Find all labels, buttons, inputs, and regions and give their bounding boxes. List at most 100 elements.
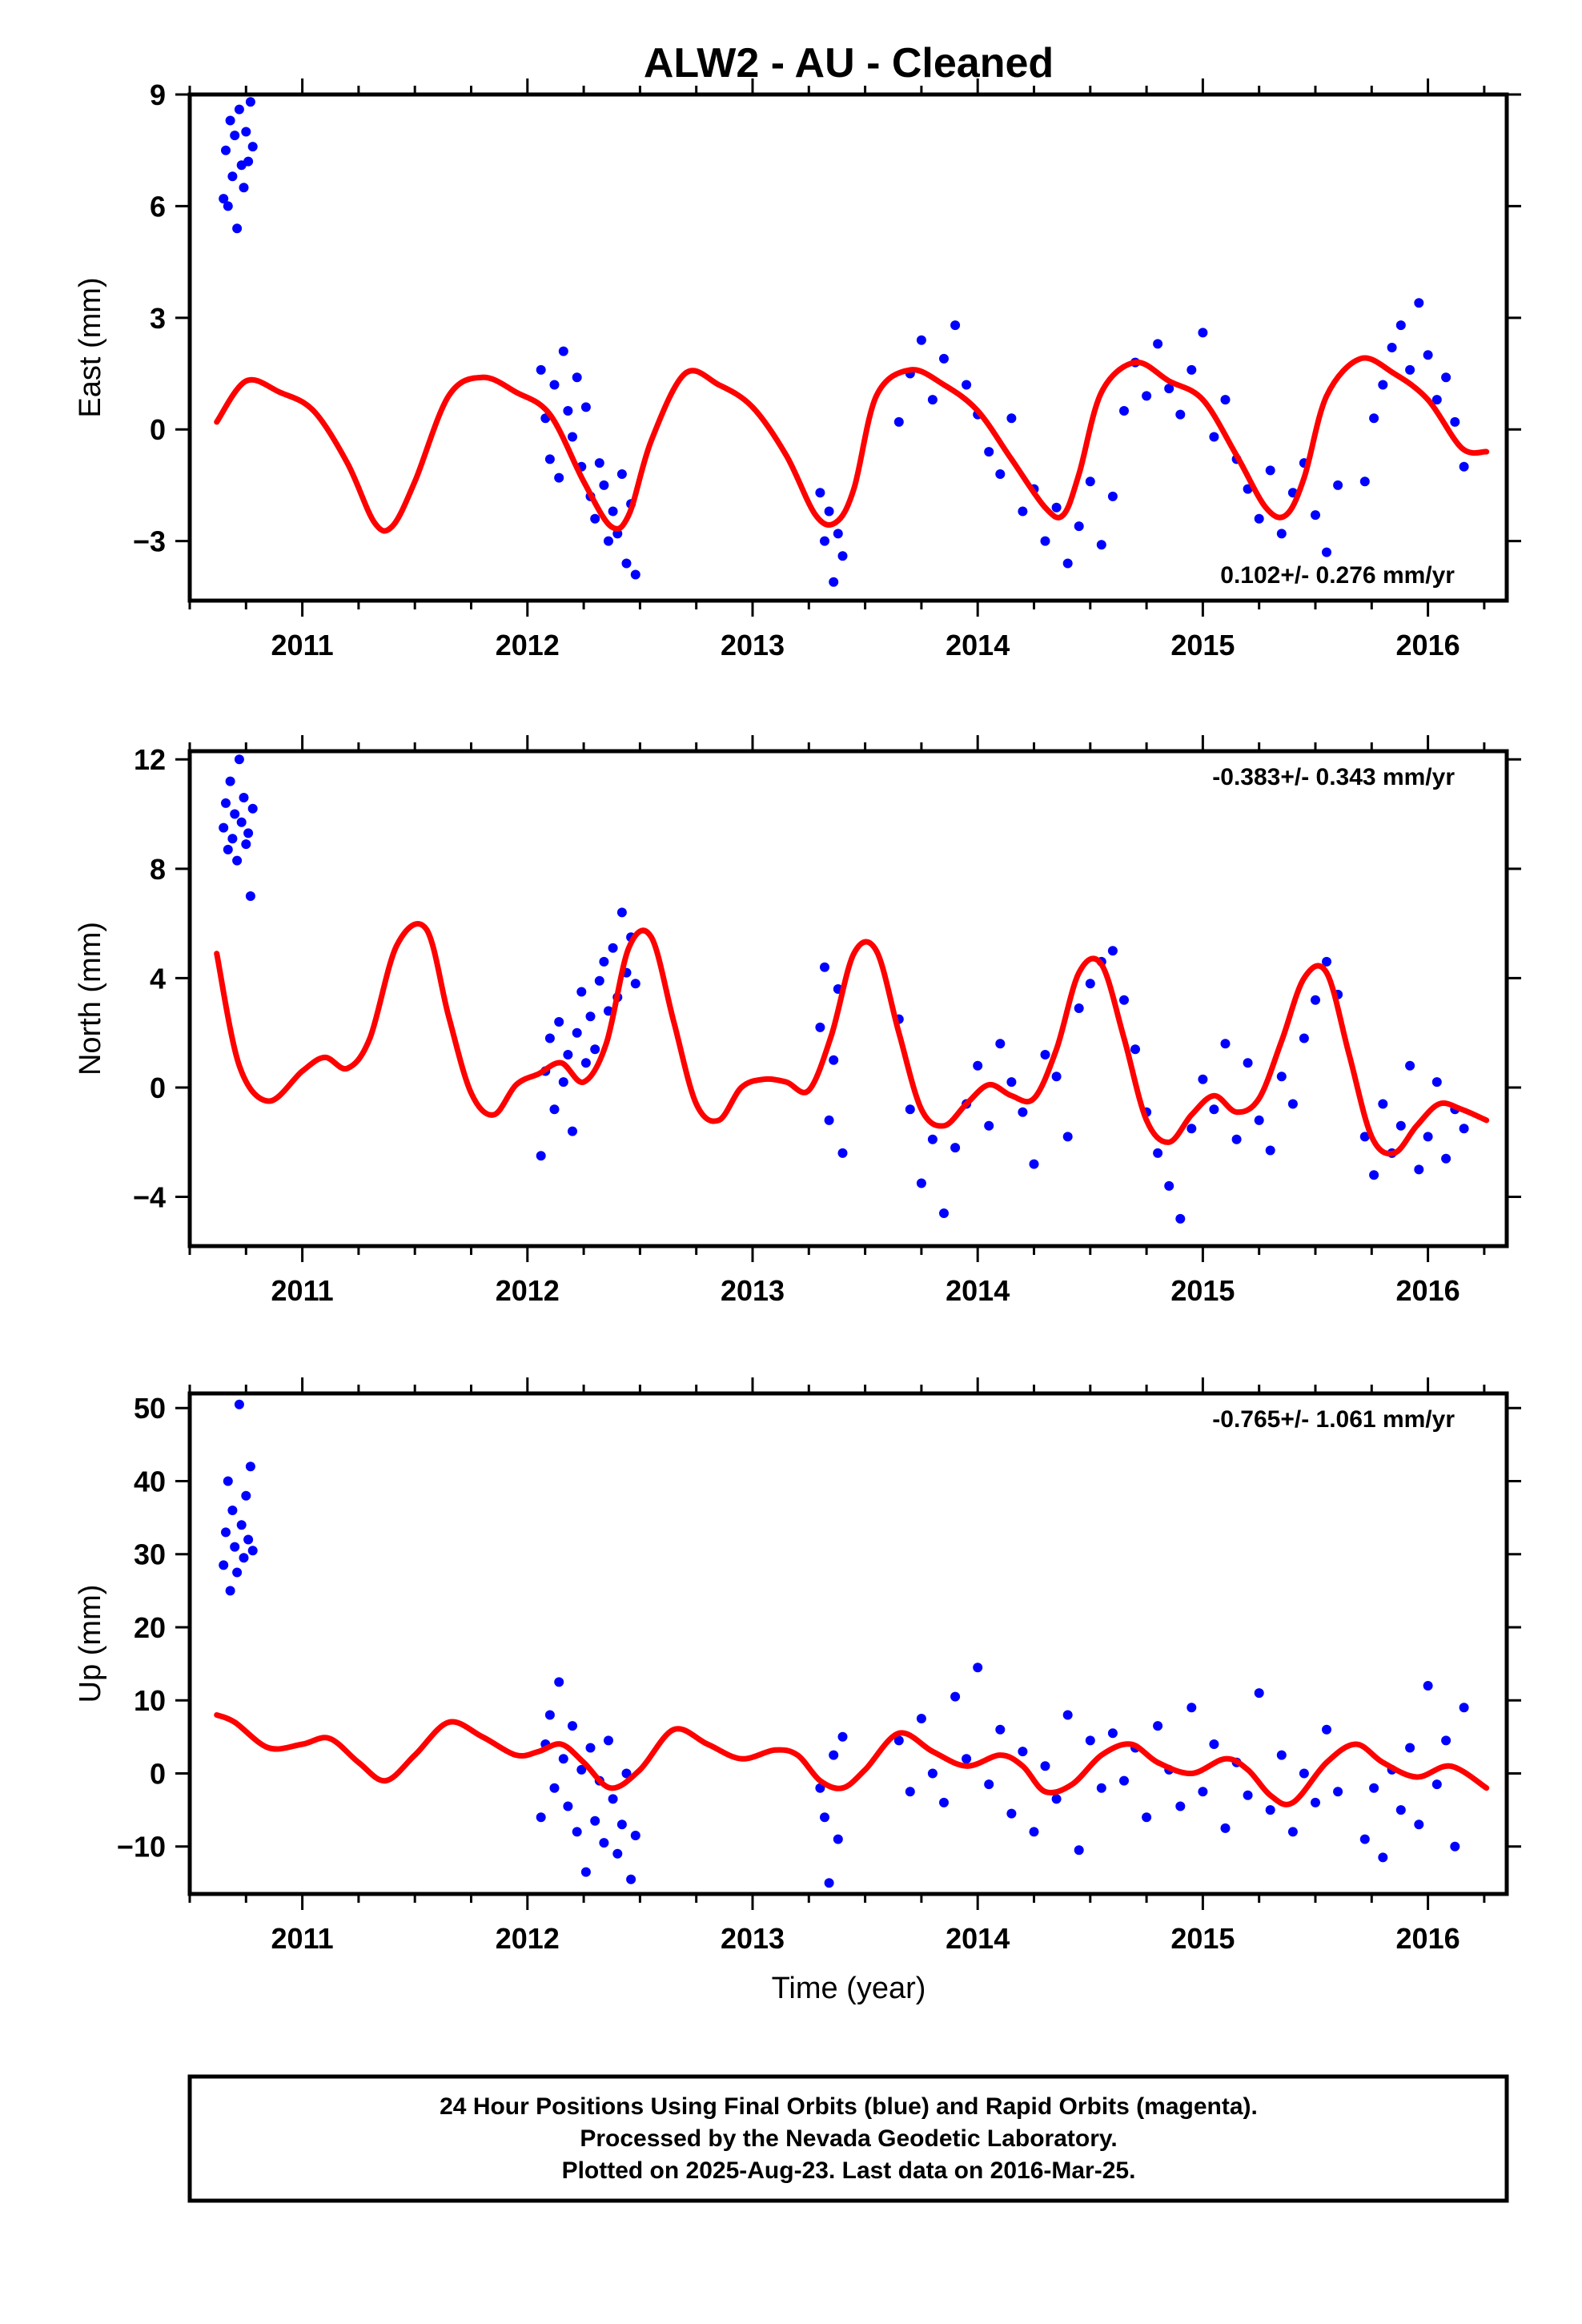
data-point xyxy=(1220,395,1231,405)
model-curve xyxy=(214,921,1490,1157)
data-point xyxy=(1198,328,1208,338)
x-tick-label: 2016 xyxy=(1396,629,1460,661)
data-point xyxy=(616,469,627,479)
data-point xyxy=(829,1055,839,1065)
data-point xyxy=(1311,995,1320,1005)
data-point xyxy=(1359,1834,1370,1844)
x-tick-label: 2013 xyxy=(721,1922,785,1955)
data-point xyxy=(590,513,600,524)
data-point xyxy=(221,145,231,155)
x-tick-label: 2011 xyxy=(271,1922,334,1955)
x-tick-label: 2012 xyxy=(496,629,560,661)
data-point xyxy=(234,1399,244,1409)
data-point xyxy=(1423,350,1433,360)
model-curve xyxy=(214,1712,1490,1807)
x-tick-label: 2012 xyxy=(496,1922,560,1955)
data-point xyxy=(616,907,627,918)
data-point xyxy=(1198,1074,1208,1084)
panel-up: 2011 2012 2013 2014 2015 2016 50 40 30 20 10 0 −10 Up… xyxy=(74,1377,1521,1955)
plot-area-up xyxy=(214,1399,1490,1888)
data-point xyxy=(1051,1794,1062,1804)
panel-north: 2011 2012 2013 2014 2015 2016 12 8 4 0 −4 North (mm… xyxy=(74,735,1521,1307)
data-point xyxy=(1333,480,1343,490)
data-point xyxy=(829,1750,839,1760)
data-point xyxy=(554,472,564,483)
data-point xyxy=(576,987,587,997)
y-tick-label: 0 xyxy=(150,1072,166,1104)
data-point xyxy=(544,1710,555,1720)
data-point xyxy=(1018,506,1028,517)
data-point xyxy=(829,577,839,587)
data-point xyxy=(563,1050,573,1059)
data-point xyxy=(1018,1107,1028,1117)
data-point xyxy=(1405,364,1415,375)
data-point xyxy=(576,1764,587,1775)
data-point xyxy=(916,335,926,345)
data-point xyxy=(815,1022,825,1032)
data-point xyxy=(1311,510,1320,521)
data-point xyxy=(1186,364,1197,375)
data-point xyxy=(1423,1132,1433,1142)
data-point xyxy=(227,834,238,844)
data-point xyxy=(236,1520,247,1530)
data-point xyxy=(1322,956,1331,967)
data-point xyxy=(599,1838,609,1848)
data-point xyxy=(1441,1735,1452,1746)
data-point xyxy=(1074,1003,1084,1013)
data-point xyxy=(225,115,235,126)
data-point xyxy=(1299,1768,1309,1779)
y-tick-label: −4 xyxy=(133,1181,166,1214)
data-point xyxy=(1107,1728,1118,1739)
data-point xyxy=(905,1787,915,1797)
data-point xyxy=(558,1754,568,1764)
data-point xyxy=(536,1151,546,1161)
data-point xyxy=(1074,521,1084,532)
data-point xyxy=(1423,1681,1433,1691)
data-point xyxy=(1369,413,1379,424)
data-point xyxy=(585,1011,596,1022)
data-point xyxy=(1299,1033,1309,1043)
data-point xyxy=(820,1812,829,1823)
data-point xyxy=(1414,1164,1424,1175)
panel-east: 2011 2012 2013 2014 2015 2016 9 6 3 0 −3 East (mm) 0… xyxy=(74,78,1521,661)
data-point xyxy=(824,1878,834,1888)
data-point xyxy=(1265,1145,1275,1156)
data-point xyxy=(219,1560,229,1570)
data-point xyxy=(1209,1739,1219,1749)
data-point xyxy=(1254,513,1264,524)
data-point xyxy=(1378,380,1388,390)
data-point xyxy=(927,1768,938,1779)
data-point xyxy=(905,1104,915,1115)
data-point xyxy=(1431,1077,1442,1088)
y-axis-label: East (mm) xyxy=(74,277,107,417)
data-point xyxy=(630,569,640,580)
x-tick-label: 2015 xyxy=(1170,1274,1235,1307)
data-point xyxy=(1359,1132,1370,1142)
data-point xyxy=(1209,432,1219,442)
data-point xyxy=(1175,1213,1186,1224)
data-point xyxy=(563,1801,573,1811)
data-point xyxy=(950,1691,961,1702)
data-point xyxy=(1209,1104,1219,1115)
y-tick-label: 10 xyxy=(134,1684,166,1717)
data-point xyxy=(1265,465,1275,476)
data-point xyxy=(227,1506,238,1515)
data-point xyxy=(227,171,238,182)
data-point xyxy=(1085,1735,1095,1746)
data-point xyxy=(239,1553,249,1563)
data-point xyxy=(230,809,240,819)
footer-frame xyxy=(187,2074,1509,2203)
data-point xyxy=(549,380,560,390)
data-point xyxy=(1405,1743,1415,1753)
data-point xyxy=(241,1490,251,1501)
data-point xyxy=(247,803,258,814)
data-point xyxy=(1164,1180,1174,1191)
data-point xyxy=(1220,1039,1231,1049)
data-point xyxy=(1231,1134,1242,1144)
data-point xyxy=(621,558,632,569)
data-point xyxy=(1107,946,1118,956)
data-point xyxy=(1322,547,1331,557)
data-point xyxy=(604,1735,613,1746)
data-point xyxy=(608,943,618,953)
